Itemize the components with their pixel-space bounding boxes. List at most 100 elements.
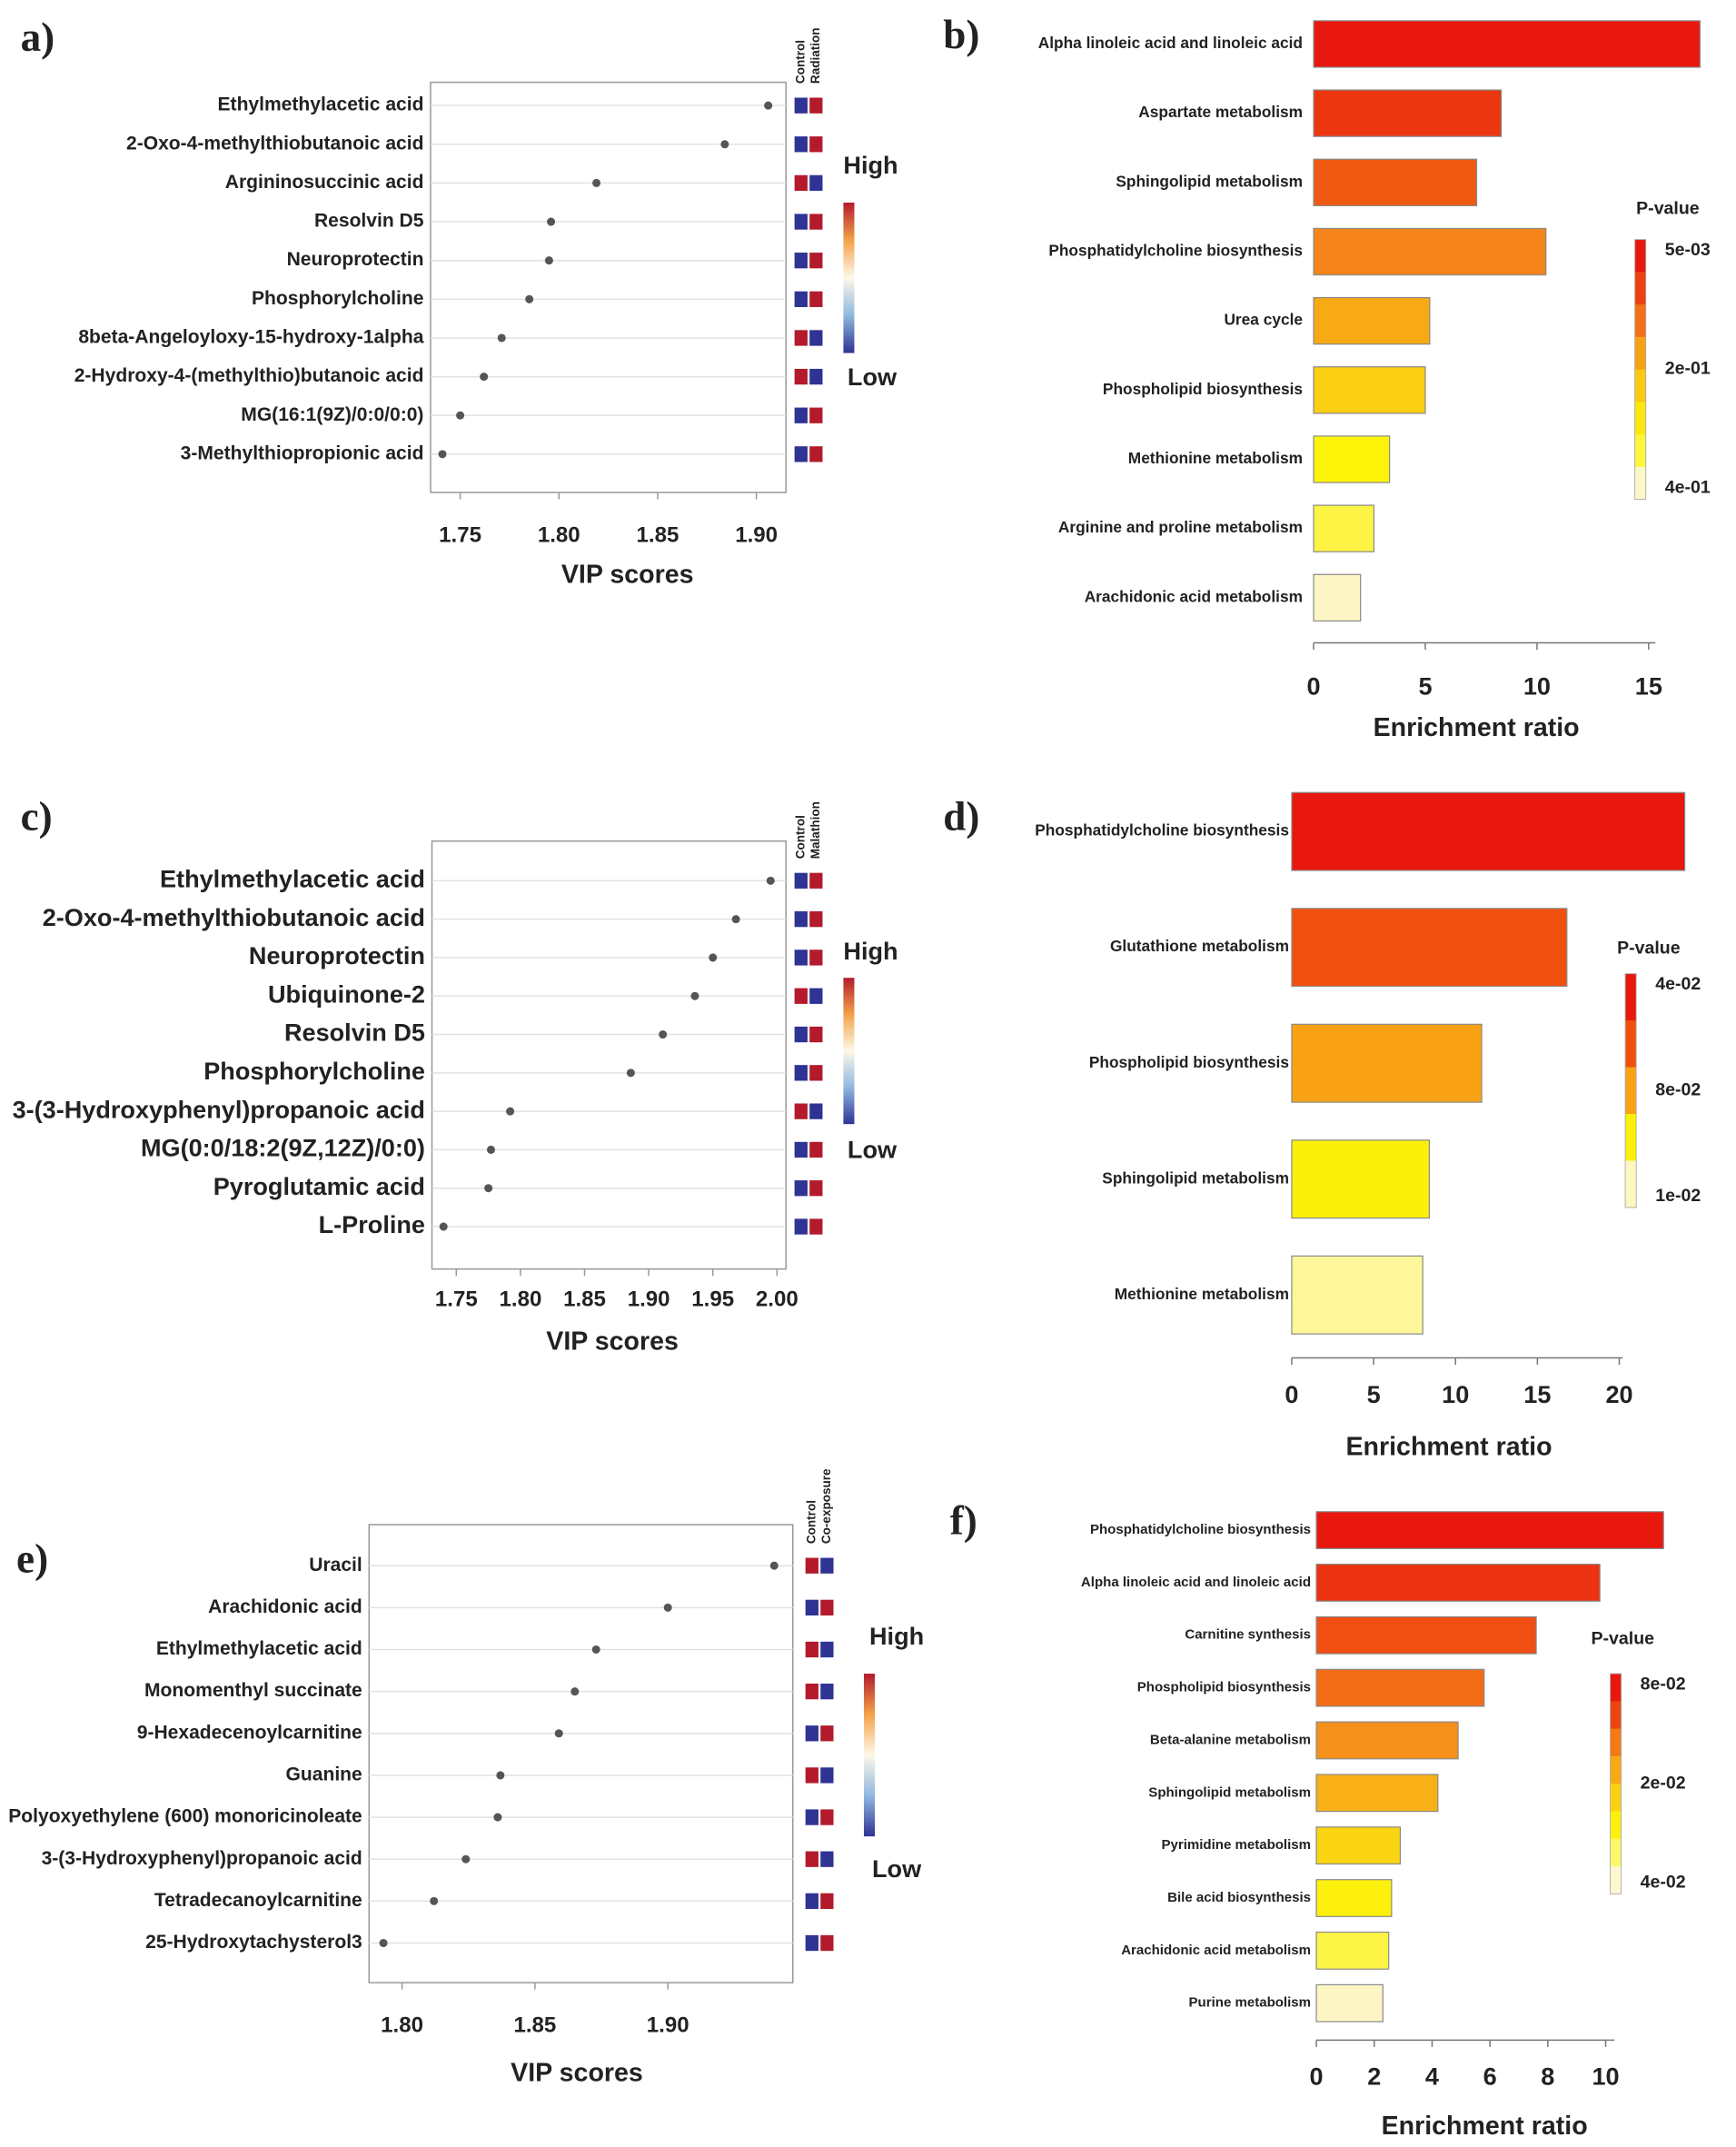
bar xyxy=(1291,791,1686,871)
heat-cell xyxy=(804,1598,819,1616)
heat-cell xyxy=(793,96,808,114)
x-tick-label: 1.90 xyxy=(628,1287,670,1312)
row-label: Guanine xyxy=(286,1764,362,1784)
heat-cell xyxy=(819,1892,835,1910)
heat-cell xyxy=(808,329,824,347)
dot xyxy=(439,1222,448,1231)
x-axis-title: Enrichment ratio xyxy=(1382,2112,1588,2141)
dot xyxy=(486,1145,495,1154)
row-label: Uracil xyxy=(309,1555,362,1575)
bar xyxy=(1313,89,1503,137)
low-label: Low xyxy=(848,1135,898,1163)
heat-cell xyxy=(808,252,824,270)
heat-cell xyxy=(808,987,824,1005)
heat-cell xyxy=(808,910,824,929)
heat-cell xyxy=(808,1064,824,1082)
x-tick-label: 15 xyxy=(1635,671,1662,700)
x-tick-label: 1.95 xyxy=(691,1287,734,1312)
x-tick-label: 1.90 xyxy=(735,523,778,548)
bar xyxy=(1291,1255,1424,1335)
bar-label: Sphingolipid metabolism xyxy=(1102,1168,1289,1187)
bar-label: Urea cycle xyxy=(1224,311,1303,329)
panel-label: b) xyxy=(943,12,979,57)
dot xyxy=(766,876,775,885)
legend-title: P-value xyxy=(1617,939,1681,959)
row-label: Phosphorylcholine xyxy=(203,1057,425,1085)
row-label: 2-Hydroxy-4-(methylthio)butanoic acid xyxy=(74,365,424,386)
group-label: Co-exposure xyxy=(819,1468,833,1544)
dot xyxy=(769,1561,779,1570)
bar xyxy=(1315,1615,1537,1655)
heat-cell xyxy=(808,871,824,890)
dot xyxy=(461,1854,471,1864)
x-tick-label: 1.80 xyxy=(381,2013,423,2038)
heat-cell xyxy=(793,329,808,347)
dot xyxy=(497,333,506,343)
legend-swatch xyxy=(1634,402,1646,435)
bar-label: Methionine metabolism xyxy=(1128,449,1303,467)
heat-cell xyxy=(793,174,808,192)
heat-cell xyxy=(808,1102,824,1120)
x-tick-label: 1.90 xyxy=(647,2013,689,2038)
heat-cell xyxy=(808,1026,824,1043)
row-label: 3-(3-Hydroxyphenyl)propanoic acid xyxy=(13,1095,425,1123)
heat-cell xyxy=(793,1064,808,1082)
legend-label: 4e-02 xyxy=(1655,974,1701,994)
bar xyxy=(1315,1774,1439,1813)
heat-cell xyxy=(804,1683,819,1701)
bar xyxy=(1313,158,1478,206)
heat-cell xyxy=(793,949,808,967)
x-tick-label: 8 xyxy=(1541,2063,1554,2091)
legend-label: 2e-02 xyxy=(1641,1773,1686,1793)
row-label: 25-Hydroxytachysterol3 xyxy=(145,1932,362,1953)
bar xyxy=(1313,227,1547,276)
row-label: Neuroprotectin xyxy=(287,249,424,270)
plot-frame xyxy=(368,1524,794,1983)
row-label: Monomenthyl succinate xyxy=(144,1680,362,1701)
legend-swatch xyxy=(1610,1728,1622,1757)
row-label: Ubiquinone-2 xyxy=(268,979,425,1008)
bar xyxy=(1315,1721,1459,1760)
x-tick-label: 0 xyxy=(1307,671,1321,700)
legend-swatch xyxy=(1610,1674,1622,1703)
row-label: L-Proline xyxy=(319,1210,425,1238)
panel-label: d) xyxy=(943,793,979,839)
heat-cell xyxy=(808,96,824,114)
bar-label: Phosphatidylcholine biosynthesis xyxy=(1035,821,1289,840)
bar xyxy=(1291,1023,1483,1103)
legend-swatch xyxy=(1625,1067,1637,1115)
legend-swatch xyxy=(1634,336,1646,371)
heat-cell xyxy=(793,987,808,1005)
x-tick-label: 10 xyxy=(1592,2063,1619,2091)
group-label: Control xyxy=(793,815,807,859)
heat-cell xyxy=(804,1892,819,1910)
legend-label: 8e-02 xyxy=(1641,1674,1686,1694)
bar-label: Arachidonic acid metabolism xyxy=(1121,1943,1311,1958)
bar xyxy=(1291,908,1568,988)
heat-cell xyxy=(808,368,824,385)
dot xyxy=(456,411,465,420)
x-tick-label: 2 xyxy=(1367,2063,1381,2091)
legend-swatch xyxy=(1625,1114,1637,1162)
legend-label: 8e-02 xyxy=(1655,1079,1701,1099)
x-tick-label: 15 xyxy=(1523,1380,1551,1408)
row-label: Arachidonic acid xyxy=(208,1596,362,1617)
row-label: Ethylmethylacetic acid xyxy=(218,94,424,115)
bar xyxy=(1313,20,1701,68)
dot xyxy=(525,294,534,303)
panel-label: c) xyxy=(21,793,53,839)
bar-label: Sphingolipid metabolism xyxy=(1148,1784,1311,1800)
bar xyxy=(1315,1511,1664,1549)
bar-label: Beta-alanine metabolism xyxy=(1150,1732,1311,1747)
heat-cell xyxy=(793,910,808,929)
bar xyxy=(1315,1564,1601,1602)
x-tick-label: 0 xyxy=(1310,2063,1324,2091)
heat-cell xyxy=(793,135,808,154)
legend-swatch xyxy=(1634,272,1646,305)
x-axis-title: Enrichment ratio xyxy=(1345,1432,1552,1461)
dot xyxy=(480,373,489,382)
dot xyxy=(764,101,773,110)
legend-swatch xyxy=(1634,304,1646,338)
x-tick-label: 2.00 xyxy=(756,1287,799,1312)
heat-cell xyxy=(819,1808,835,1826)
